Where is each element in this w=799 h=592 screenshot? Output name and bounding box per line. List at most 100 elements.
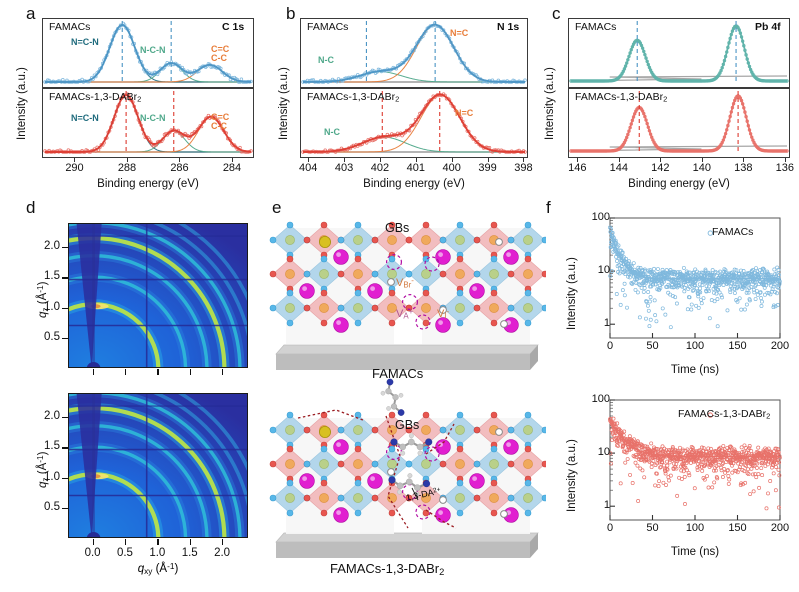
tick-label: 1.0 bbox=[44, 470, 60, 483]
panel-c-bottom-sample: FAMACs-1,3-DABr2 bbox=[575, 91, 668, 104]
tick-mark bbox=[62, 277, 68, 279]
panel-b-top-sample: FAMACs bbox=[307, 21, 349, 33]
tick-label: 399 bbox=[478, 162, 497, 174]
panel-b-letter: b bbox=[286, 4, 296, 23]
panel-a-bottom-sample: FAMACs-1,3-DABr2 bbox=[49, 91, 142, 104]
panel-a-top-peak-1: N=C-N bbox=[71, 37, 99, 47]
tick-label: 100 bbox=[591, 211, 610, 223]
tick-mark bbox=[380, 158, 381, 162]
tick-label: 0.5 bbox=[44, 500, 60, 513]
tick-label: 10 bbox=[597, 446, 610, 459]
tick-label: 0 bbox=[606, 522, 614, 534]
panel-b-xlabel: Binding energy (eV) bbox=[363, 178, 465, 190]
tick-label: 286 bbox=[170, 162, 189, 174]
panel-b-plot-bottom bbox=[300, 88, 528, 158]
tick-label: 142 bbox=[651, 162, 670, 174]
tick-label: 140 bbox=[692, 162, 711, 174]
tick-label: 100 bbox=[685, 340, 705, 352]
tick-label: 100 bbox=[591, 393, 610, 405]
panel-a-plot-bottom bbox=[42, 88, 254, 158]
schematic-caption-bottom: FAMACs-1,3-DABr2 bbox=[330, 561, 445, 578]
tick-label: 0.5 bbox=[44, 330, 60, 343]
vacancy-a-label: VA+ bbox=[396, 307, 414, 321]
tick-mark bbox=[92, 539, 94, 545]
panel-c-corner-label: Pb 4f bbox=[755, 21, 781, 33]
panel-f-top-xlabel: Time (ns) bbox=[670, 364, 720, 376]
trpl-bottom-legend-label: FAMACs-1,3-DABr2 bbox=[678, 408, 771, 421]
tick-mark bbox=[62, 247, 68, 249]
tick-label: 144 bbox=[609, 162, 628, 174]
panel-a-top-peak-2: N-C-N bbox=[140, 45, 166, 55]
tick-mark bbox=[92, 369, 94, 375]
tick-label: 0 bbox=[606, 340, 614, 352]
panel-a-bottom-peak-2: N-C-N bbox=[140, 113, 166, 123]
tick-mark bbox=[523, 158, 524, 162]
tick-label: 404 bbox=[298, 162, 318, 174]
tick-mark bbox=[232, 158, 233, 162]
panel-a-plot-top bbox=[42, 18, 254, 88]
tick-mark bbox=[179, 158, 180, 162]
tick-label: 200 bbox=[770, 522, 790, 534]
panel-a-top-peak-3: C=C bbox=[211, 44, 230, 54]
panel-a-bottom-peak-1: N=C-N bbox=[71, 113, 99, 123]
tick-label: 400 bbox=[442, 162, 461, 174]
tick-mark bbox=[743, 158, 744, 162]
tick-label: 10 bbox=[597, 264, 610, 277]
vacancy-br-label: VBr- bbox=[396, 276, 414, 290]
panel-f-bottom-xlabel: Time (ns) bbox=[670, 546, 720, 558]
tick-mark bbox=[74, 158, 75, 162]
panel-d-letter: d bbox=[26, 198, 36, 217]
tick-mark bbox=[660, 158, 661, 162]
tick-label: 1.5 bbox=[44, 270, 60, 283]
tick-label: 1.5 bbox=[44, 440, 60, 453]
tick-label: 146 bbox=[568, 162, 587, 174]
tick-mark bbox=[189, 369, 191, 375]
tick-mark bbox=[127, 158, 128, 162]
tick-label: 2.0 bbox=[214, 547, 231, 559]
tick-mark bbox=[702, 158, 703, 162]
tick-label: 288 bbox=[117, 162, 137, 174]
gb-label-top: GBs bbox=[385, 221, 410, 235]
panel-d-xlabel: qxy (Å-1) bbox=[137, 562, 179, 576]
tick-label: 100 bbox=[685, 522, 705, 534]
panel-a-bottom-peak-3: C=C bbox=[211, 112, 230, 122]
gb-label-bottom: GBs bbox=[395, 418, 420, 432]
panel-c-plot-top bbox=[568, 18, 790, 88]
tick-label: 402 bbox=[370, 162, 390, 174]
tick-label: 401 bbox=[406, 162, 425, 174]
tick-mark bbox=[222, 369, 224, 375]
panel-a-top-sample: FAMACs bbox=[49, 21, 91, 33]
tick-mark bbox=[785, 158, 786, 162]
tick-mark bbox=[189, 539, 191, 545]
giwaxs-bottom-image bbox=[68, 393, 248, 538]
giwaxs-top-image bbox=[68, 223, 248, 368]
panel-c-xlabel: Binding energy (eV) bbox=[628, 178, 730, 190]
panel-c-top-sample: FAMACs bbox=[575, 21, 617, 33]
panel-d-bottom-ylabel: qz (Å-1) bbox=[36, 451, 50, 488]
trpl-bottom-plot bbox=[608, 399, 782, 521]
tick-mark bbox=[344, 158, 345, 162]
tick-label: 2.0 bbox=[44, 240, 60, 253]
panel-a-ylabel: Intensity (a.u.) bbox=[16, 67, 28, 140]
panel-f-letter: f bbox=[546, 198, 551, 217]
tick-label: 2.0 bbox=[44, 410, 60, 423]
panel-f-top-ylabel: Intensity (a.u.) bbox=[566, 257, 578, 330]
tick-label: 1 bbox=[603, 317, 610, 330]
tick-mark bbox=[62, 307, 68, 309]
panel-c-ylabel: Intensity (a.u.) bbox=[544, 67, 556, 140]
tick-label: 136 bbox=[775, 162, 795, 174]
tick-label: 0.5 bbox=[116, 547, 133, 559]
tick-label: 403 bbox=[334, 162, 354, 174]
panel-b-top-peak-1: N-C bbox=[318, 55, 334, 65]
panel-e-letter: e bbox=[272, 198, 282, 217]
tick-label: 1.5 bbox=[181, 547, 198, 559]
tick-label: 150 bbox=[728, 522, 747, 534]
panel-b-corner-label: N 1s bbox=[497, 21, 520, 33]
tick-mark bbox=[308, 158, 309, 162]
panel-e-schematic bbox=[269, 221, 546, 558]
tick-label: 1 bbox=[603, 499, 610, 512]
tick-mark bbox=[157, 369, 159, 375]
schematic-caption-top: FAMACs bbox=[372, 366, 424, 381]
trpl-top-legend-label: FAMACs bbox=[712, 226, 754, 238]
panel-f-bottom-ylabel: Intensity (a.u.) bbox=[566, 439, 578, 512]
